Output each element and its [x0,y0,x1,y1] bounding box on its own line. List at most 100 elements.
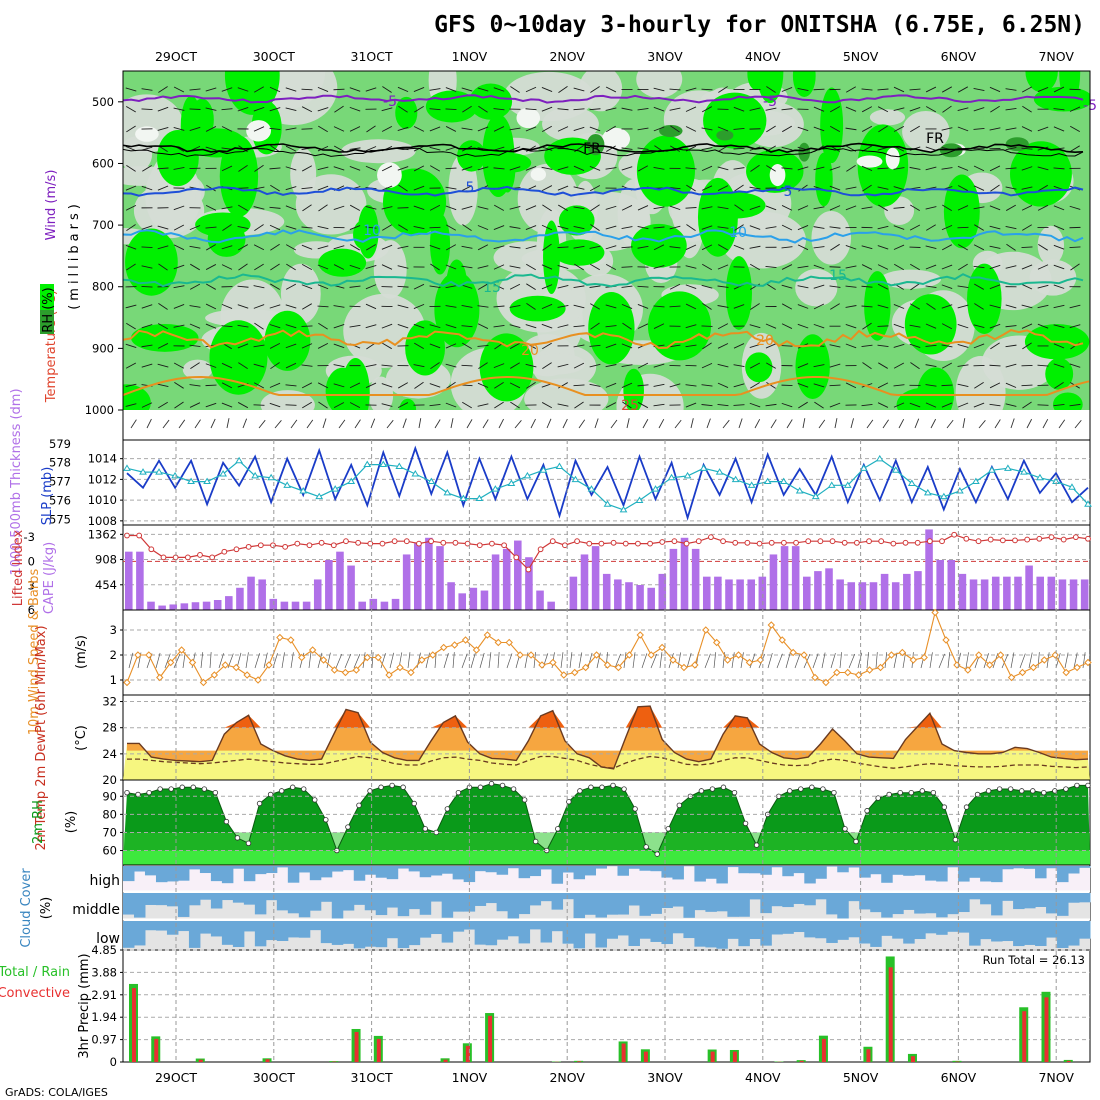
wind10-barb [218,653,224,669]
wind-barb [253,186,265,190]
wind-barb [429,383,441,388]
wind-barb [749,362,761,369]
wind-barb [510,401,520,409]
wind-barb [413,226,425,230]
thickness-point [203,477,211,485]
wind-barb [957,107,969,112]
tick-label: 2 [110,648,117,662]
wind-barb [237,226,249,230]
wind-barb [941,244,953,251]
wind-barb [285,244,297,251]
li-point [537,546,544,553]
wind-barb [1053,343,1065,349]
cloud-high-bar [650,866,662,872]
li-point [160,554,167,561]
wind-barb [781,205,793,211]
wind-barb [877,382,889,389]
cape-bar [391,598,400,610]
wind10-barb [875,652,878,669]
wind-barb [349,87,361,92]
rh-moist-region [815,152,833,207]
wind-barb [718,86,728,93]
wind-barb [590,224,600,232]
wind-barb [461,127,473,131]
wind-barb [973,402,985,408]
wind-barb [269,224,281,231]
ylabel-wind10-units: (m/s) [74,635,89,669]
cape-bar [602,573,611,610]
wind-barb [477,382,489,388]
wind10-barb [866,652,869,669]
wind-barb [989,127,1001,131]
li-point [635,540,641,547]
wind-barb [957,126,969,132]
cape-bar [225,596,233,610]
wind-barb [685,126,697,132]
thickness-point [299,487,308,494]
li-point [233,546,240,553]
wind-barb [541,166,553,170]
rh-saturated-region [1005,137,1029,152]
wind-barb [190,263,200,271]
wind10-point [439,643,448,652]
surface-wind-barb [322,418,327,429]
wind-barb [445,224,457,231]
wind10-barb [533,652,536,669]
cape-bar [169,604,178,610]
wind-barb [205,146,217,151]
surface-wind-barb [594,418,599,429]
cloud-mid-bar [595,893,607,918]
ylabel-cloud-units: (%) [39,897,54,920]
rh-very-dry-region [377,162,402,188]
wind-barb [989,165,1001,172]
ylabel-slp: SLP (mb) [40,467,55,526]
wind-barb [973,283,985,290]
rh2m-point [1007,786,1014,792]
wind-barb [526,283,536,291]
wind-barb [893,206,905,209]
wind-barb [717,244,729,251]
wind-barb [349,106,361,112]
wind-barb [861,264,873,270]
rh2m-point [919,788,926,794]
wind-barb [653,166,665,170]
cape-bar [625,582,633,610]
wind-barb [317,185,329,191]
surface-wind-barb [514,420,522,429]
cape-bar [447,582,455,610]
cloud-low-bar [584,921,597,934]
wind-barb [637,323,649,329]
wind-barb [909,343,921,349]
wind-barb [189,245,201,249]
cloud-mid-bar [243,893,256,905]
wind-barb [621,266,633,268]
li-point [780,539,787,546]
wind-barb [605,263,617,271]
wind-barb [509,304,521,308]
rh-moist-region [1025,71,1058,93]
wind10-point [177,646,186,654]
cloud-high-bar [782,866,794,877]
wind10-point [527,651,535,659]
wind-barb [765,226,777,229]
wind-barb [605,205,617,210]
wind-barb [669,88,681,91]
rh2m-point [157,786,163,792]
wind-barb [125,87,137,92]
wind-barb [414,342,424,350]
rh-very-dry-region [856,155,883,168]
wind10-barb [443,653,449,669]
wind-barb [318,204,328,212]
wind-barb [317,145,329,152]
rh2m-point [201,786,208,792]
top-date-label: 30OCT [253,49,295,64]
wind-barb [957,205,969,211]
wind-barb [797,205,809,211]
cloud-mid-bar [705,893,717,912]
cloud-low-bar [936,921,948,935]
li-tick-label: -3 [24,530,35,544]
rh-dry-region [1037,225,1065,266]
wind-barb [349,264,361,270]
wind10-barb [407,652,411,669]
wind10-barb [659,652,663,669]
